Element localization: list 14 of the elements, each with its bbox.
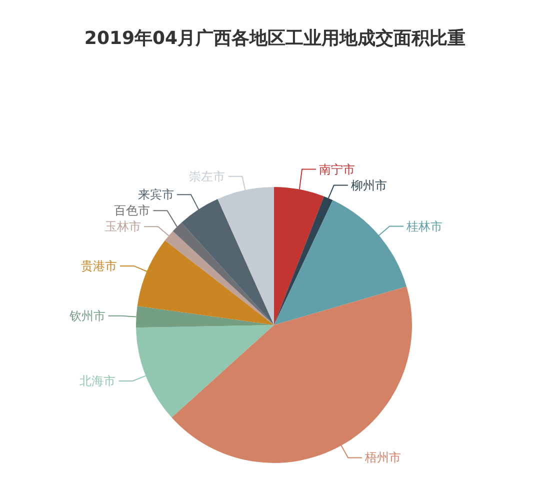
- slice-label: 柳州市: [350, 178, 387, 192]
- slice-label: 来宾市: [138, 188, 174, 202]
- pie-slice: [274, 200, 407, 325]
- pie-slice: [172, 286, 412, 463]
- slice-label: 梧州市: [364, 450, 402, 465]
- slice-label: 北海市: [80, 374, 116, 388]
- slice-label: 玉林市: [105, 220, 142, 234]
- chart-title: 2019年04月广西各地区工业用地成交面积比重: [83, 27, 467, 50]
- slice-label: 南宁市: [319, 162, 356, 176]
- slice-label: 钦州市: [68, 308, 106, 323]
- slice-label: 百色市: [114, 204, 150, 218]
- slice-label: 贵港市: [80, 258, 117, 273]
- slice-label: 崇左市: [189, 169, 226, 184]
- slice-label: 桂林市: [406, 219, 443, 234]
